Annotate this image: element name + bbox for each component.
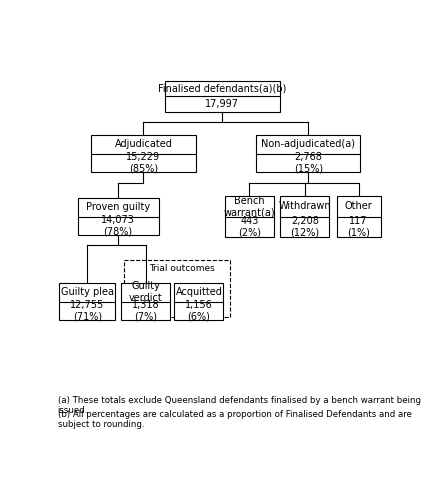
Bar — [256, 135, 360, 172]
Text: Other: Other — [345, 202, 372, 211]
Bar — [280, 196, 329, 237]
Text: 1,318
(7%): 1,318 (7%) — [132, 300, 160, 322]
Text: Adjudicated: Adjudicated — [115, 140, 172, 149]
Text: Guilty
verdict: Guilty verdict — [129, 281, 163, 303]
Bar — [225, 196, 274, 237]
Text: 15,229
(85%): 15,229 (85%) — [126, 152, 161, 174]
Text: 2,208
(12%): 2,208 (12%) — [290, 216, 319, 238]
Text: Non-adjudicated(a): Non-adjudicated(a) — [261, 140, 355, 149]
Bar — [124, 260, 230, 317]
Text: Trial outcomes: Trial outcomes — [149, 264, 215, 273]
Bar — [59, 283, 115, 320]
Bar — [337, 196, 381, 237]
Text: 443
(2%): 443 (2%) — [238, 216, 261, 238]
Text: Acquitted: Acquitted — [175, 288, 222, 297]
Text: 1,156
(6%): 1,156 (6%) — [185, 300, 213, 322]
Bar — [122, 283, 170, 320]
Text: Guilty plea: Guilty plea — [61, 288, 114, 297]
Text: Withdrawn: Withdrawn — [279, 202, 331, 211]
Text: (a) These totals exclude Queensland defendants finalised by a bench warrant bein: (a) These totals exclude Queensland defe… — [58, 396, 421, 415]
Bar — [78, 198, 158, 235]
Text: 14,073
(78%): 14,073 (78%) — [101, 215, 135, 237]
Bar — [174, 283, 223, 320]
Text: 12,755
(71%): 12,755 (71%) — [70, 300, 104, 322]
Text: 17,997: 17,997 — [205, 99, 240, 109]
Text: (b) All percentages are calculated as a proportion of Finalised Defendants and a: (b) All percentages are calculated as a … — [58, 410, 411, 429]
Text: 2,768
(15%): 2,768 (15%) — [294, 152, 323, 174]
Text: Bench
warrant(a): Bench warrant(a) — [224, 195, 275, 217]
Text: Proven guilty: Proven guilty — [86, 202, 150, 212]
Bar — [91, 135, 196, 172]
Text: 117
(1%): 117 (1%) — [347, 216, 370, 238]
Bar — [165, 81, 279, 112]
Text: Finalised defendants(a)(b): Finalised defendants(a)(b) — [158, 84, 286, 94]
